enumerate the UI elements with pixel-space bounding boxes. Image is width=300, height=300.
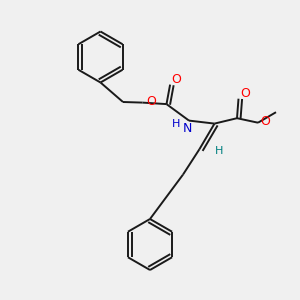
- Text: N: N: [183, 122, 192, 135]
- Text: O: O: [240, 87, 250, 100]
- Text: O: O: [146, 95, 156, 108]
- Text: H: H: [172, 119, 181, 129]
- Text: O: O: [260, 115, 270, 128]
- Text: H: H: [215, 146, 224, 157]
- Text: O: O: [172, 73, 182, 86]
